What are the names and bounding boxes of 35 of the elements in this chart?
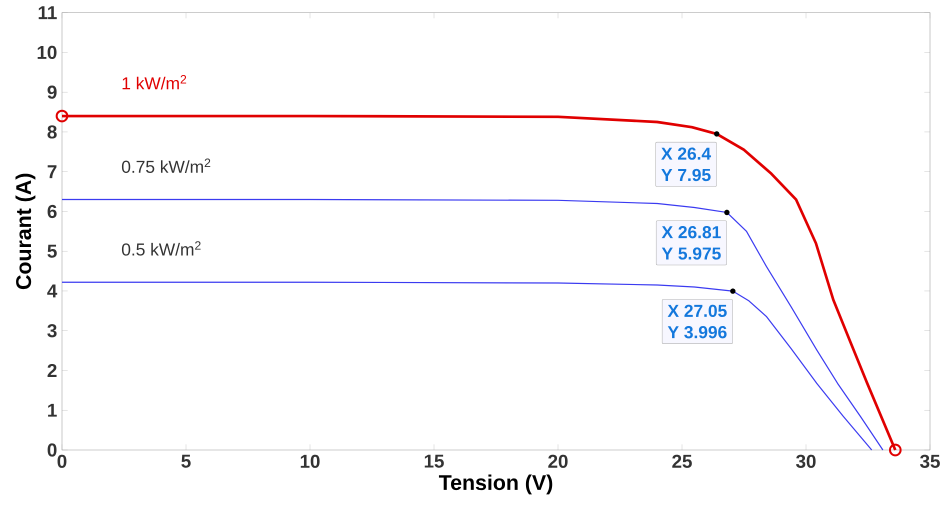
- y-tick-label: 7: [48, 165, 56, 178]
- y-tick-label: 1: [48, 404, 57, 417]
- line-series: [61, 282, 872, 451]
- line-series: [61, 198, 884, 451]
- series-label: 1 kW/m$^{2}$: [122, 75, 186, 90]
- y-tick-label: 11: [38, 6, 57, 20]
- x-tick-label: 5: [181, 454, 191, 468]
- annotation: X 27.05: [668, 304, 727, 317]
- y-axis-title: Courant (A): [15, 174, 36, 290]
- series-label: 0.75 kW/m$^{2}$: [122, 158, 210, 173]
- annotation: Y 5.975: [662, 247, 721, 260]
- x-tick-label: 15: [424, 454, 444, 468]
- x-tick-label: 35: [920, 454, 940, 468]
- x-tick-label: 30: [796, 454, 816, 468]
- y-tick-label: 3: [47, 324, 57, 338]
- annotation: Y 7.95: [661, 168, 711, 182]
- annotation: X 26.81: [662, 226, 721, 238]
- y-tick-label: 6: [48, 204, 57, 218]
- y-tick-label: 2: [48, 364, 57, 377]
- x-tick-label: 0: [58, 454, 66, 468]
- x-tick-label: 20: [548, 454, 568, 468]
- y-tick-label: 8: [47, 125, 57, 139]
- x-tick-label: 10: [300, 454, 320, 468]
- x-tick-label: 25: [672, 454, 692, 468]
- annotation: Y 3.996: [668, 326, 727, 338]
- x-axis-title: Tension (V): [438, 474, 552, 494]
- annotation: X 26.4: [661, 148, 712, 160]
- y-tick-label: 0: [48, 443, 57, 457]
- series-label: 0.5 kW/m$^{2}$: [122, 241, 201, 256]
- y-tick-label: 10: [38, 46, 57, 60]
- point: [888, 444, 902, 456]
- point: [56, 110, 68, 122]
- y-tick-label: 4: [47, 284, 58, 298]
- y-tick-label: 5: [47, 244, 57, 258]
- y-tick-label: 9: [48, 86, 57, 99]
